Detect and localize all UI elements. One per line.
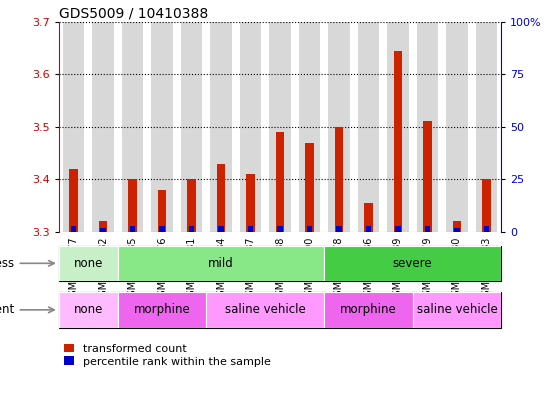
Bar	[476, 22, 497, 232]
Bar	[366, 226, 371, 232]
Bar	[63, 22, 84, 232]
Bar	[423, 121, 432, 232]
Bar	[328, 22, 349, 232]
Text: morphine: morphine	[134, 303, 190, 316]
Bar	[482, 179, 491, 232]
Bar	[217, 163, 225, 232]
Bar	[454, 228, 460, 232]
Bar	[188, 179, 195, 232]
Text: none: none	[73, 257, 103, 270]
Bar	[246, 174, 255, 232]
Bar	[417, 22, 438, 232]
Bar	[277, 226, 283, 232]
Bar	[395, 226, 400, 232]
Bar	[240, 22, 261, 232]
Bar	[425, 226, 430, 232]
Bar	[484, 226, 489, 232]
Text: GDS5009 / 10410388: GDS5009 / 10410388	[59, 6, 208, 20]
Text: agent: agent	[0, 303, 15, 316]
Bar	[413, 292, 501, 328]
Bar	[446, 22, 468, 232]
Bar	[151, 22, 172, 232]
Text: saline vehicle: saline vehicle	[417, 303, 497, 316]
Text: saline vehicle: saline vehicle	[225, 303, 306, 316]
Bar	[365, 203, 372, 232]
Bar	[128, 179, 137, 232]
Bar	[122, 22, 143, 232]
Bar	[335, 127, 343, 232]
Text: morphine: morphine	[340, 303, 397, 316]
Bar	[158, 190, 166, 232]
Bar	[276, 132, 284, 232]
Bar	[324, 292, 413, 328]
Bar	[248, 226, 253, 232]
Bar	[160, 226, 165, 232]
Bar	[118, 246, 324, 281]
Bar	[99, 221, 107, 232]
Bar	[388, 22, 409, 232]
Bar	[71, 226, 76, 232]
Bar	[189, 226, 194, 232]
Bar	[92, 22, 114, 232]
Bar	[59, 292, 118, 328]
Bar	[69, 169, 78, 232]
Bar	[394, 51, 402, 232]
Text: severe: severe	[393, 257, 432, 270]
Legend: transformed count, percentile rank within the sample: transformed count, percentile rank withi…	[64, 343, 271, 367]
Bar	[324, 246, 501, 281]
Text: none: none	[73, 303, 103, 316]
Bar	[100, 228, 106, 232]
Text: stress: stress	[0, 257, 15, 270]
Bar	[211, 22, 232, 232]
Text: mild: mild	[208, 257, 234, 270]
Bar	[453, 221, 461, 232]
Bar	[358, 22, 379, 232]
Bar	[305, 143, 314, 232]
Bar	[337, 226, 342, 232]
Bar	[130, 226, 135, 232]
Bar	[218, 226, 223, 232]
Bar	[299, 22, 320, 232]
Bar	[59, 246, 118, 281]
Bar	[206, 292, 324, 328]
Bar	[118, 292, 206, 328]
Bar	[269, 22, 291, 232]
Bar	[307, 226, 312, 232]
Bar	[181, 22, 202, 232]
